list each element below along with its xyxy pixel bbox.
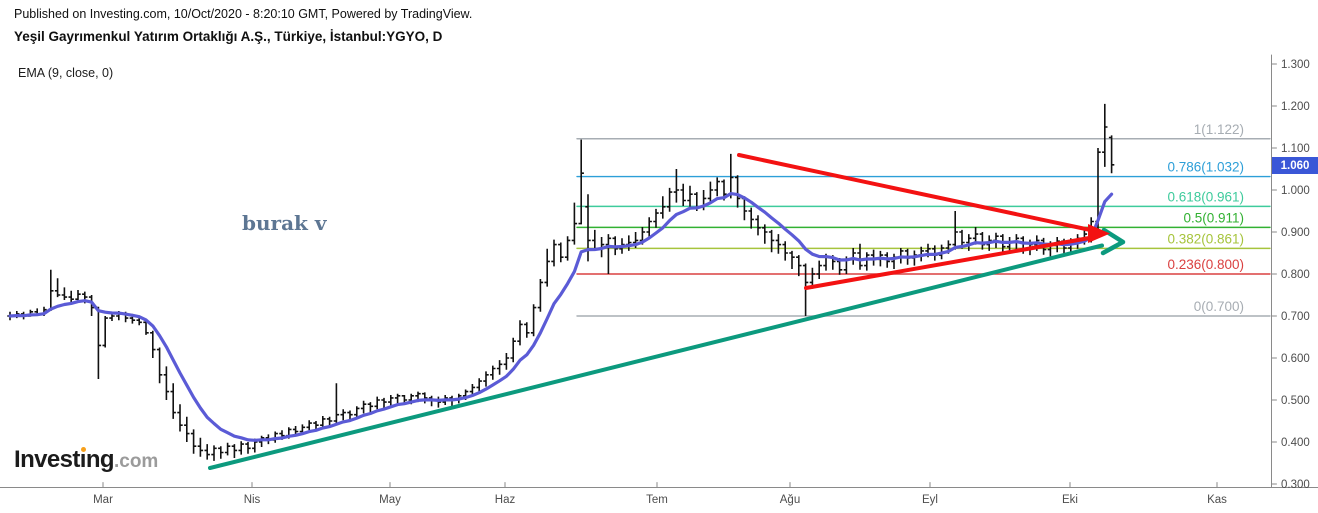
fib-level-label: 0(0.700) [1194,299,1244,314]
time-axis-label: May [379,494,401,506]
price-axis-label: 1.300 [1281,59,1310,71]
fib-level-label: 0.236(0.800) [1167,257,1244,272]
fib-level-label: 0.5(0.911) [1183,210,1244,225]
time-axis-label: Kas [1207,494,1227,506]
current-price-badge: 1.060 [1272,157,1318,174]
fib-level-label: 0.786(1.032) [1167,160,1244,175]
pennant-lower-line [804,235,1097,290]
ema-indicator-label: EMA (9, close, 0) [18,66,114,80]
investing-logo: Investı ng.com [14,446,158,474]
price-axis-label: 0.700 [1281,311,1310,323]
published-line: Published on Investing.com, 10/Oct/2020 … [14,7,473,21]
time-axis-label: Eki [1062,494,1078,506]
watermark-text: burak v [242,211,327,235]
price-axis-label: 0.300 [1281,479,1310,491]
price-axis-label: 0.400 [1281,437,1310,449]
fib-level-label: 0.618(0.961) [1167,189,1244,204]
time-axis-label: Haz [495,494,516,506]
time-axis-label: Mar [93,494,113,506]
price-axis-label: 1.200 [1281,101,1310,113]
time-axis-label: Eyl [922,494,938,506]
time-axis-label: Nis [244,494,261,506]
ema-line [8,192,1114,442]
price-axis-label: 0.600 [1281,353,1310,365]
trend-line [208,243,1104,470]
fib-level-label: 0.382(0.861) [1167,231,1244,246]
logo-wordmark: Investı ng [14,446,115,473]
price-axis-label: 1.000 [1281,185,1310,197]
trend-arrow-icon [1100,227,1126,256]
instrument-title: Yeşil Gayrımenkul Yatırım Ortaklığı A.Ş.… [14,29,443,44]
logo-com-suffix: .com [113,451,159,472]
time-axis-label: Tem [646,494,668,506]
pennant-upper-line [737,153,1097,233]
price-axis-label: 0.900 [1281,227,1310,239]
fib-level-label: 1(1.122) [1194,122,1244,137]
price-axis-label: 0.800 [1281,269,1310,281]
price-axis-label: 1.100 [1281,143,1310,155]
logo-orange-dot-icon [81,446,87,452]
price-axis-label: 0.500 [1281,395,1310,407]
pennant-arrow-icon [1088,224,1110,243]
time-axis-label: Ağu [780,494,800,506]
